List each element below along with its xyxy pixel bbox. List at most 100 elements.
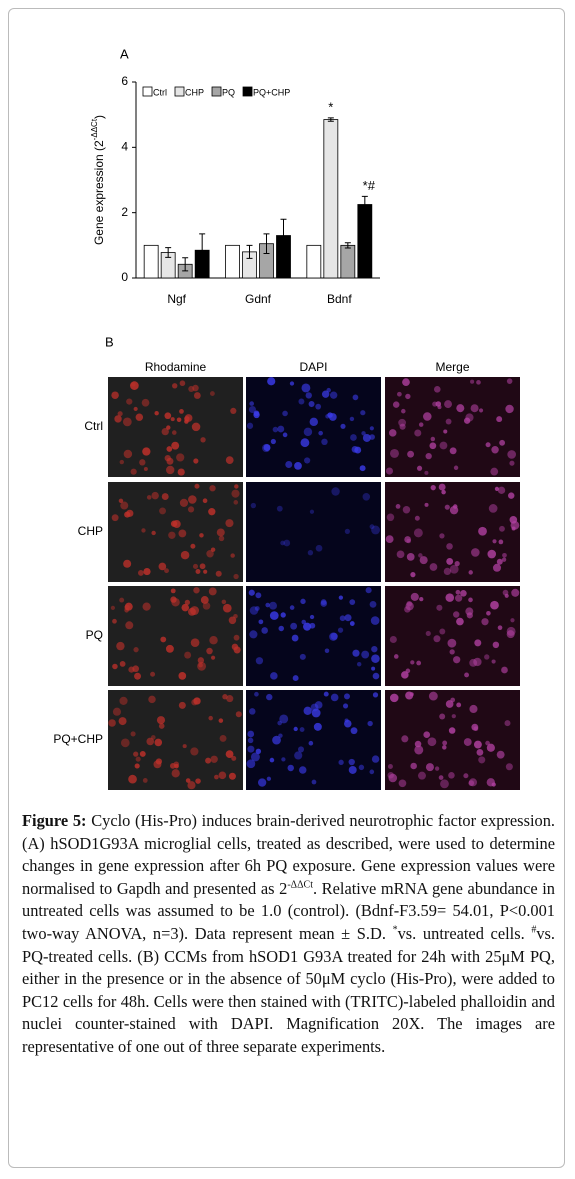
cell xyxy=(401,408,406,414)
cell xyxy=(386,513,395,522)
cell xyxy=(247,745,255,753)
cell xyxy=(263,444,271,452)
cell xyxy=(405,601,414,611)
cell xyxy=(255,657,264,665)
cell xyxy=(449,447,457,455)
cell xyxy=(469,704,478,714)
cell xyxy=(131,382,136,387)
micrograph xyxy=(385,482,520,582)
cell xyxy=(216,528,225,537)
cell xyxy=(293,726,298,732)
cell xyxy=(282,410,288,417)
cell xyxy=(313,722,322,731)
cell xyxy=(278,625,285,632)
cell xyxy=(361,650,370,659)
cell xyxy=(398,418,407,427)
cell xyxy=(330,693,339,702)
cell xyxy=(468,778,478,787)
cell xyxy=(222,603,232,613)
micrograph xyxy=(246,482,381,582)
cell xyxy=(114,415,122,423)
cell xyxy=(392,401,400,408)
cell xyxy=(486,743,495,752)
cell xyxy=(112,618,117,624)
cell xyxy=(440,779,449,789)
cell xyxy=(267,377,276,386)
cell xyxy=(178,529,187,538)
cell xyxy=(492,539,497,544)
caption: Figure 5: Cyclo (His-Pro) induces brain-… xyxy=(22,810,555,1059)
cell xyxy=(198,662,203,668)
cell xyxy=(249,630,258,639)
cell xyxy=(453,656,461,664)
cell xyxy=(118,498,124,504)
y-tick-label: 0 xyxy=(121,270,128,284)
micrograph-bg xyxy=(385,377,520,477)
cell xyxy=(456,404,465,413)
cell xyxy=(272,426,279,433)
cell xyxy=(401,735,409,743)
cell xyxy=(192,384,199,392)
column-label: Merge xyxy=(435,360,469,374)
legend-swatch xyxy=(142,86,153,97)
cell xyxy=(298,398,305,405)
cell xyxy=(280,612,286,618)
cell xyxy=(142,778,148,783)
cell xyxy=(369,426,374,431)
cell xyxy=(135,413,144,421)
cell xyxy=(439,533,445,539)
cell xyxy=(151,530,156,536)
y-label-end: ) xyxy=(92,115,106,119)
cell xyxy=(255,748,262,755)
row-label: PQ xyxy=(86,628,103,642)
error-bar xyxy=(199,233,206,268)
caption-label: Figure 5: xyxy=(22,811,87,830)
cell xyxy=(442,745,447,750)
cell xyxy=(371,666,376,671)
cell xyxy=(390,448,399,458)
cell xyxy=(444,504,450,510)
cell xyxy=(433,635,441,643)
cell xyxy=(490,467,499,476)
cell xyxy=(460,589,467,597)
cell xyxy=(371,645,378,653)
cell xyxy=(402,506,411,514)
cell xyxy=(280,540,285,546)
cell xyxy=(393,654,399,659)
cell xyxy=(193,697,201,705)
cell xyxy=(228,772,236,780)
error-bar xyxy=(182,257,189,272)
bar xyxy=(143,244,159,279)
x-tick-label: Gdnf xyxy=(245,292,272,306)
cell xyxy=(321,438,328,446)
cell xyxy=(206,550,214,558)
cell xyxy=(318,430,323,436)
cell xyxy=(300,438,310,448)
cell xyxy=(301,619,307,625)
cell xyxy=(425,453,432,460)
cell xyxy=(283,539,291,547)
cell xyxy=(221,599,227,605)
cell xyxy=(309,509,315,514)
cell xyxy=(188,385,195,392)
cell xyxy=(425,763,434,772)
cell xyxy=(430,485,436,491)
cell xyxy=(455,589,461,595)
cell xyxy=(185,778,191,783)
cell xyxy=(246,422,254,429)
cell xyxy=(233,634,240,641)
cell xyxy=(494,486,499,491)
cell xyxy=(164,568,169,574)
y-label-sup: -ΔΔCt xyxy=(90,118,99,140)
caption-text: vs. untreated cells. xyxy=(397,923,532,943)
cell xyxy=(423,731,431,739)
cell xyxy=(193,458,199,464)
cell xyxy=(409,692,414,697)
cell xyxy=(307,550,314,556)
y-tick-label: 2 xyxy=(121,205,128,219)
cell xyxy=(304,457,311,464)
cell xyxy=(344,528,350,534)
cell xyxy=(414,515,420,521)
cell xyxy=(445,700,454,708)
cell xyxy=(139,750,146,757)
